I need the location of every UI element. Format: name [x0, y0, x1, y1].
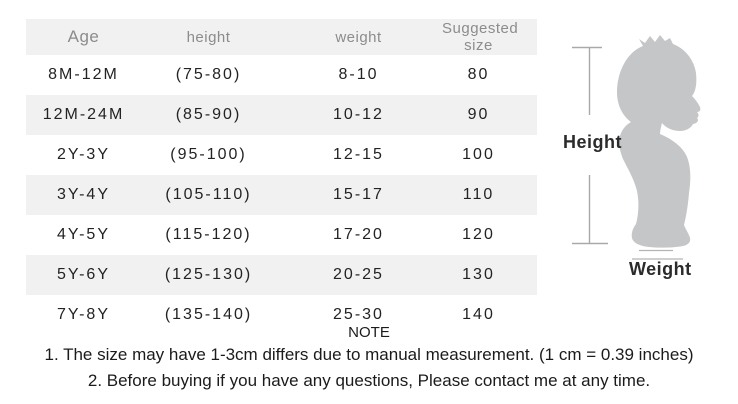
- measurement-figure: [572, 35, 701, 260]
- table-row: 3Y-4Y (105-110) 15-17 110: [26, 175, 537, 215]
- cell-weight: 20-25: [333, 266, 384, 283]
- height-measure-line: [572, 46, 608, 245]
- cell-size: 100: [462, 146, 495, 163]
- cell-height: (115-120): [165, 226, 252, 243]
- cell-age: 5Y-6Y: [57, 266, 110, 283]
- weight-label: Weight: [629, 259, 692, 279]
- cell-size: 80: [467, 66, 490, 83]
- size-table: Age height weight Suggested size 8M-12M …: [26, 19, 537, 335]
- cell-size: 90: [467, 106, 490, 123]
- cell-weight: 10-12: [333, 106, 384, 123]
- table-row: 5Y-6Y (125-130) 20-25 130: [26, 255, 537, 295]
- cell-age: 8M-12M: [48, 66, 119, 83]
- table-header-row: Age height weight Suggested size: [26, 19, 537, 55]
- cell-weight: 15-17: [333, 186, 384, 203]
- cell-height: (135-140): [164, 306, 253, 323]
- cell-weight: 25-30: [333, 306, 384, 323]
- table-row: 8M-12M (75-80) 8-10 80: [26, 55, 537, 95]
- cell-height: (85-90): [175, 106, 242, 123]
- table-row: 2Y-3Y (95-100) 12-15 100: [26, 135, 537, 175]
- cell-size: 140: [462, 306, 495, 323]
- note-section: NOTE 1. The size may have 1-3cm differs …: [0, 323, 738, 393]
- cell-size: 110: [462, 186, 495, 203]
- cell-height: (95-100): [170, 146, 247, 163]
- cell-age: 2Y-3Y: [57, 146, 110, 163]
- weight-measure-line: [632, 249, 683, 260]
- cell-age: 4Y-5Y: [57, 226, 110, 243]
- cell-size: 130: [462, 266, 495, 283]
- cell-weight: 8-10: [338, 66, 379, 83]
- note-line-1: 1. The size may have 1-3cm differs due t…: [44, 345, 694, 364]
- column-header-weight: weight: [276, 19, 441, 55]
- column-header-suggested-size: Suggested size: [441, 19, 537, 55]
- note-title: NOTE: [348, 324, 390, 341]
- note-line-2: 2. Before buying if you have any questio…: [87, 370, 651, 390]
- cell-age: 7Y-8Y: [57, 306, 110, 323]
- cell-weight: 12-15: [333, 146, 384, 163]
- height-label: Height: [563, 132, 622, 152]
- child-silhouette-icon: [617, 35, 701, 248]
- table-row: 7Y-8Y (135-140) 25-30 140: [26, 295, 537, 335]
- table-row: 4Y-5Y (115-120) 17-20 120: [26, 215, 537, 255]
- cell-age: 3Y-4Y: [57, 186, 110, 203]
- cell-size: 120: [462, 226, 495, 243]
- column-header-height: height: [141, 19, 276, 55]
- column-header-age: Age: [26, 19, 141, 55]
- cell-height: (75-80): [175, 66, 242, 83]
- cell-age: 12M-24M: [42, 106, 125, 123]
- cell-height: (105-110): [165, 186, 252, 203]
- cell-weight: 17-20: [333, 226, 384, 243]
- table-row: 12M-24M (85-90) 10-12 90: [26, 95, 537, 135]
- cell-height: (125-130): [164, 266, 253, 283]
